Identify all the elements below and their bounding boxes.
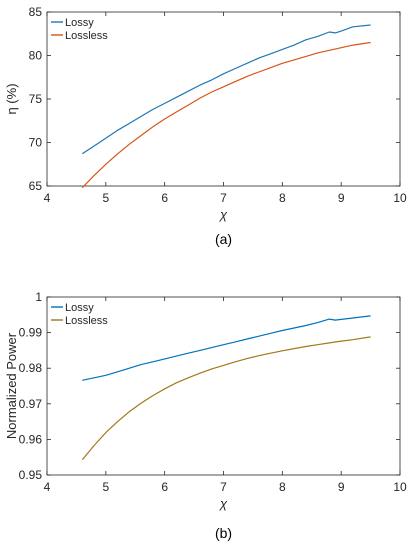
plot-area bbox=[46, 296, 401, 476]
legend-label: Lossy bbox=[65, 17, 94, 29]
plot-area bbox=[46, 11, 401, 187]
x-tick-label: 9 bbox=[338, 480, 345, 494]
legend-label: Lossless bbox=[65, 315, 108, 327]
x-tick-label: 9 bbox=[338, 191, 345, 205]
x-tick-label: 8 bbox=[279, 191, 286, 205]
chart-panel-b: 4 5 6 7 8 9 10 0.95 0.96 0.97 0.98 0.99 1 LossyLossle… bbox=[4, 290, 407, 541]
x-tick-label: 10 bbox=[393, 480, 407, 494]
x-tick-label: 7 bbox=[220, 191, 227, 205]
y-tick-label: 85 bbox=[29, 5, 43, 19]
y-tick-label: 75 bbox=[29, 92, 43, 106]
panel-label: (b) bbox=[215, 525, 232, 541]
y-tick-label: 0.99 bbox=[19, 326, 43, 340]
y-tick-label: 1 bbox=[35, 290, 42, 304]
y-tick-label: 0.96 bbox=[19, 432, 43, 446]
y-tick-label: 80 bbox=[29, 49, 43, 63]
y-axis-label: Normalized Power bbox=[4, 332, 19, 439]
panel-label: (a) bbox=[215, 231, 232, 247]
x-tick-label: 10 bbox=[393, 191, 407, 205]
y-tick-label: 0.98 bbox=[19, 361, 43, 375]
legend-label: Lossless bbox=[65, 30, 108, 42]
x-tick-label: 6 bbox=[161, 480, 168, 494]
x-tick-label: 8 bbox=[279, 480, 286, 494]
x-tick-label: 5 bbox=[102, 191, 109, 205]
y-tick-label: 0.97 bbox=[19, 397, 43, 411]
x-tick-label: 6 bbox=[161, 191, 168, 205]
y-axis-label: η (%) bbox=[4, 83, 19, 114]
y-tick-label: 70 bbox=[29, 136, 43, 150]
legend-label: Lossy bbox=[65, 302, 94, 314]
series-line-lossy bbox=[82, 315, 371, 381]
x-tick-label: 5 bbox=[102, 480, 109, 494]
series-line-lossy bbox=[81, 24, 371, 155]
x-axis-label: χ bbox=[219, 207, 228, 222]
series-line-lossless bbox=[81, 41, 371, 189]
x-tick-label: 4 bbox=[44, 480, 51, 494]
x-tick-label: 4 bbox=[44, 191, 51, 205]
y-tick-label: 0.95 bbox=[19, 468, 43, 482]
y-tick-label: 65 bbox=[29, 179, 43, 193]
series-line-lossless bbox=[81, 336, 371, 461]
x-axis-label: χ bbox=[219, 496, 228, 511]
x-tick-label: 7 bbox=[220, 480, 227, 494]
